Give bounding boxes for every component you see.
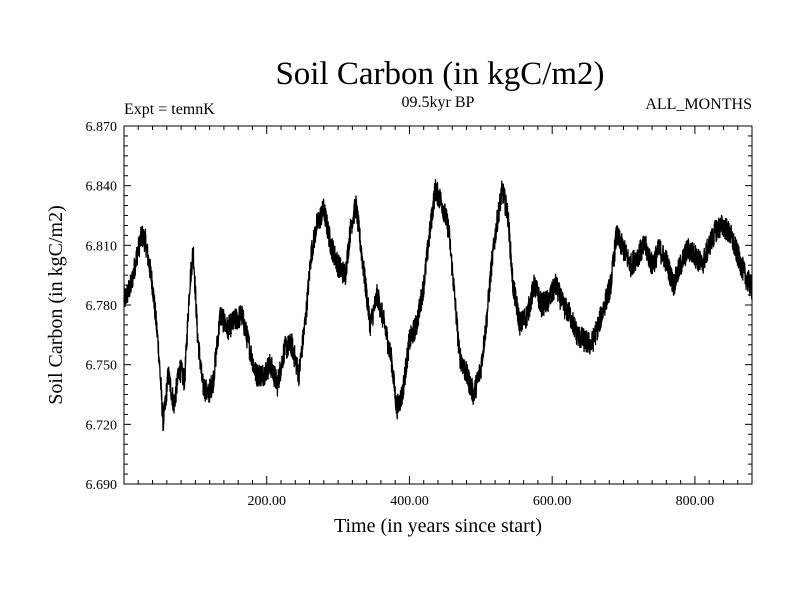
x-tick-label: 400.00 — [390, 494, 429, 509]
months-label: ALL_MONTHS — [645, 96, 752, 113]
y-tick-label: 6.780 — [86, 299, 118, 314]
plot-frame — [123, 125, 753, 485]
period-label: 09.5kyr BP — [402, 94, 475, 111]
tick-labels-layer: 6.690 6.720 6.750 6.780 6.810 6.840 6.870 200.0… — [86, 120, 715, 509]
experiment-label: Expt = temnK — [124, 101, 215, 118]
x-tick-label: 800.00 — [676, 494, 715, 509]
x-tick-label: 600.00 — [533, 494, 572, 509]
y-axis-label: Soil Carbon (in kgC/m2) — [45, 205, 67, 404]
chart-title: Soil Carbon (in kgC/m2) — [275, 56, 604, 92]
series-line-soil-carbon — [123, 178, 753, 432]
y-tick-label: 6.870 — [86, 120, 118, 135]
y-tick-label: 6.810 — [86, 239, 118, 254]
y-tick-label: 6.690 — [86, 478, 118, 493]
y-tick-label: 6.720 — [86, 418, 118, 433]
x-axis-label: Time (in years since start) — [334, 515, 542, 537]
ticks-layer — [124, 125, 752, 485]
y-tick-label: 6.750 — [86, 359, 118, 374]
x-tick-label: 200.00 — [247, 494, 286, 509]
y-tick-label: 6.840 — [86, 180, 118, 195]
series-layer — [123, 178, 753, 432]
